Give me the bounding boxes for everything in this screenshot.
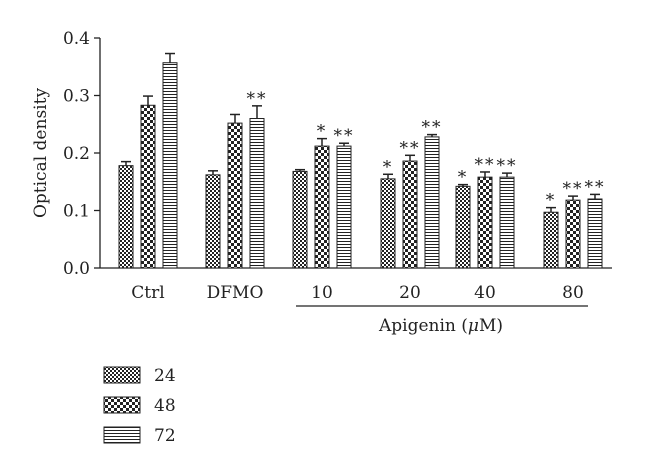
bar-72-10 [336, 145, 352, 269]
bar-24-10 [292, 170, 308, 269]
significance-marker: * [546, 191, 557, 211]
bar-48-10 [314, 145, 330, 269]
significance-marker: ** [563, 179, 584, 199]
significance-marker: ** [497, 156, 518, 176]
significance-marker: ** [400, 138, 421, 158]
y-tick-label: 0.4 [63, 29, 90, 49]
bar-72-20 [424, 136, 440, 269]
bar-24-40 [455, 185, 471, 269]
legend-label: 72 [154, 426, 176, 446]
x-category-label: 10 [311, 283, 333, 303]
bar-24-DFMO [205, 174, 221, 269]
bars: *** ********** ***** ** [118, 52, 606, 269]
x-category-labels: Ctrl DFMO 10 20 40 80 [131, 283, 584, 303]
y-tick-label: 0.1 [63, 202, 90, 222]
x-category-label: 20 [399, 283, 421, 303]
bar-48-80 [565, 199, 581, 269]
bar-72-80 [587, 198, 603, 269]
legend-swatch-72 [103, 426, 141, 444]
significance-marker: ** [585, 177, 606, 197]
apigenin-group: Apigenin (μM) [296, 305, 588, 336]
bar-72-Ctrl [162, 62, 178, 269]
y-tick-label: 0.3 [63, 87, 90, 107]
significance-marker: ** [247, 89, 268, 109]
significance-marker: * [317, 122, 328, 142]
bar-24-80 [543, 211, 559, 269]
bar-48-Ctrl [140, 104, 156, 269]
significance-marker: ** [475, 155, 496, 175]
bar-72-40 [499, 176, 515, 269]
x-category-label: 80 [562, 283, 584, 303]
bar-24-Ctrl [118, 165, 134, 269]
bar-48-20 [402, 160, 418, 269]
legend: 24 48 72 [103, 366, 176, 446]
x-category-label: Ctrl [131, 283, 164, 303]
y-axis-title: Optical density [31, 88, 51, 218]
significance-marker: * [458, 168, 469, 188]
apigenin-group-label: Apigenin (μM) [378, 316, 503, 336]
plot-area: 0.00.10.20.30.4 *** ********** ***** ** Ctr… [63, 29, 612, 303]
bar-48-40 [477, 176, 493, 269]
y-tick-label: 0.0 [63, 259, 90, 279]
legend-label: 24 [154, 366, 176, 386]
legend-swatch-48 [103, 396, 141, 414]
significance-marker: ** [422, 118, 443, 138]
bar-24-20 [380, 178, 396, 269]
x-category-label: DFMO [207, 283, 264, 303]
y-tick-label: 0.2 [63, 144, 90, 164]
y-ticks: 0.0 0.1 0.2 0.3 0.4 [63, 29, 100, 279]
significance-marker: ** [334, 126, 355, 146]
bar-48-DFMO [227, 122, 243, 269]
legend-label: 48 [154, 396, 176, 416]
x-category-label: 40 [474, 283, 496, 303]
significance-marker: * [383, 157, 394, 177]
legend-swatch-24 [103, 366, 141, 384]
bar-72-DFMO [249, 118, 265, 269]
